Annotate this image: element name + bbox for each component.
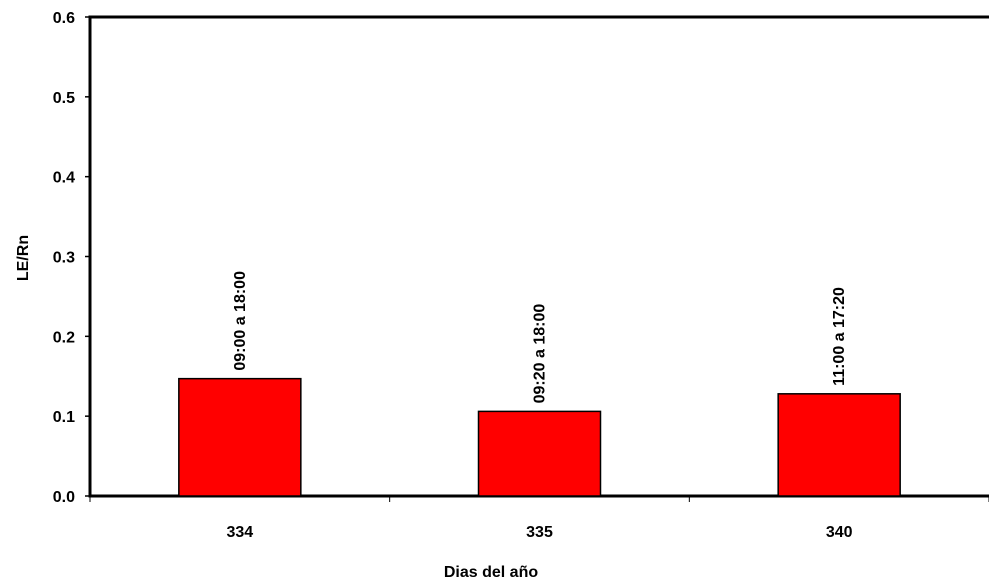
y-tick-label: 0.1 [53,409,75,426]
bars-group [178,377,901,497]
bar-time-label: 09:00 a 18:00 [232,271,249,371]
bar-334 [178,377,302,497]
x-tick-label: 335 [526,524,553,541]
x-axis-ticks: 334 335 340 [89,496,989,541]
y-axis-title: LE/Rn [15,235,32,281]
bar-time-label: 09:20 a 18:00 [532,304,549,404]
y-tick-label: 0.5 [53,90,75,107]
x-axis-title: Dias del año [444,564,538,581]
y-tick-label: 0.2 [53,329,75,346]
bar-labels-group: 09:00 a 18:00 09:20 a 18:00 11:00 a 17:20 [232,271,848,403]
x-tick-label: 340 [826,524,853,541]
y-tick-label: 0.0 [53,489,75,506]
bar-340 [777,393,901,497]
x-tick-label: 334 [226,524,253,541]
y-axis-ticks: 0.0 0.1 0.2 0.3 0.4 0.5 0.6 [53,10,90,506]
bar-time-label: 11:00 a 17:20 [831,287,848,386]
y-tick-label: 0.3 [53,250,75,267]
y-tick-label: 0.4 [53,170,75,187]
bar-335 [477,410,602,497]
y-tick-label: 0.6 [53,10,75,27]
